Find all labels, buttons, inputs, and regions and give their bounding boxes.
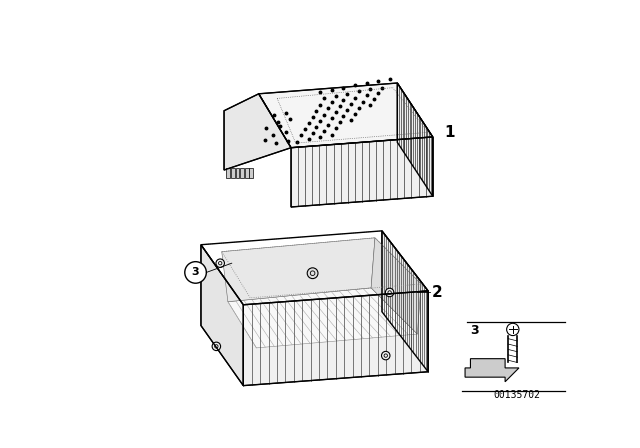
Circle shape: [216, 259, 225, 267]
Polygon shape: [259, 83, 433, 148]
Polygon shape: [201, 245, 243, 386]
Polygon shape: [236, 168, 239, 178]
Polygon shape: [227, 168, 230, 178]
Polygon shape: [240, 168, 244, 178]
Polygon shape: [221, 238, 375, 302]
Text: 3: 3: [192, 267, 200, 277]
Polygon shape: [397, 83, 433, 196]
Text: 1: 1: [444, 125, 455, 140]
Circle shape: [212, 342, 221, 351]
Polygon shape: [465, 359, 519, 382]
Polygon shape: [245, 168, 249, 178]
Polygon shape: [371, 238, 421, 334]
Text: 00135702: 00135702: [493, 390, 540, 400]
Circle shape: [381, 351, 390, 360]
Polygon shape: [224, 94, 291, 170]
Polygon shape: [291, 137, 433, 207]
Polygon shape: [228, 288, 417, 348]
Circle shape: [185, 262, 206, 283]
Circle shape: [307, 268, 318, 279]
Polygon shape: [382, 231, 428, 372]
Polygon shape: [250, 168, 253, 178]
Text: 3: 3: [470, 324, 479, 337]
Text: 2: 2: [432, 285, 443, 300]
Polygon shape: [231, 168, 235, 178]
Polygon shape: [243, 291, 428, 386]
Circle shape: [385, 288, 394, 297]
